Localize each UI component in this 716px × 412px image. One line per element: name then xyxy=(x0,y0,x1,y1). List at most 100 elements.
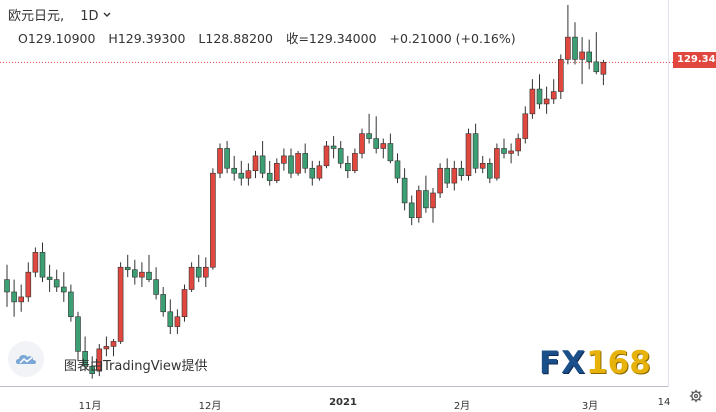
price-axis[interactable] xyxy=(668,0,669,387)
candle[interactable] xyxy=(494,143,500,181)
candle[interactable] xyxy=(68,284,74,322)
candle[interactable] xyxy=(75,311,81,362)
candle[interactable] xyxy=(444,158,451,189)
candle[interactable] xyxy=(323,141,330,169)
candle[interactable] xyxy=(103,336,110,357)
candle[interactable] xyxy=(586,39,593,70)
candle[interactable] xyxy=(536,74,543,109)
candle[interactable] xyxy=(394,153,401,184)
candle-body xyxy=(337,148,344,164)
candle[interactable] xyxy=(330,136,337,159)
candle[interactable] xyxy=(479,155,486,174)
attribution-text[interactable]: 图表由TradingView提供 xyxy=(64,359,208,374)
candle[interactable] xyxy=(266,160,273,186)
candle-body xyxy=(153,279,159,295)
candle[interactable] xyxy=(167,299,174,335)
candle[interactable] xyxy=(550,79,557,104)
candle[interactable] xyxy=(4,264,10,307)
candle[interactable] xyxy=(366,113,372,144)
candle[interactable] xyxy=(39,242,46,283)
candle[interactable] xyxy=(89,356,95,379)
candle[interactable] xyxy=(451,160,458,191)
candle[interactable] xyxy=(238,160,245,186)
candle[interactable] xyxy=(146,254,152,283)
candle-body xyxy=(557,59,564,92)
candle[interactable] xyxy=(387,133,394,164)
candle[interactable] xyxy=(309,160,316,186)
candle[interactable] xyxy=(160,287,166,317)
candle[interactable] xyxy=(352,148,358,174)
candle[interactable] xyxy=(174,309,181,335)
candle[interactable] xyxy=(288,148,294,179)
candle[interactable] xyxy=(572,22,578,65)
candle[interactable] xyxy=(281,148,287,171)
candle[interactable] xyxy=(565,4,571,65)
candle[interactable] xyxy=(153,267,159,300)
candle[interactable] xyxy=(245,163,252,186)
candle[interactable] xyxy=(465,128,472,181)
candle[interactable] xyxy=(408,195,415,226)
candle[interactable] xyxy=(423,175,429,213)
candle[interactable] xyxy=(46,264,53,292)
candle-body xyxy=(387,143,394,162)
candle[interactable] xyxy=(110,338,117,357)
candle[interactable] xyxy=(593,32,600,75)
candle[interactable] xyxy=(472,123,479,174)
candle[interactable] xyxy=(139,262,145,288)
candle[interactable] xyxy=(373,116,380,154)
candle[interactable] xyxy=(53,269,60,292)
candle[interactable] xyxy=(132,259,138,285)
candle-body xyxy=(68,291,74,318)
candle[interactable] xyxy=(224,141,230,174)
candle[interactable] xyxy=(486,158,493,184)
candle[interactable] xyxy=(359,128,365,159)
candle[interactable] xyxy=(117,262,124,344)
candle[interactable] xyxy=(600,59,607,86)
candle[interactable] xyxy=(430,188,436,223)
candle[interactable] xyxy=(295,150,301,176)
candle[interactable] xyxy=(380,138,387,159)
candle[interactable] xyxy=(557,54,564,99)
candle[interactable] xyxy=(210,168,216,270)
candle[interactable] xyxy=(501,138,507,159)
candle[interactable] xyxy=(252,150,259,179)
candle[interactable] xyxy=(401,168,408,211)
candle-body xyxy=(146,271,152,280)
candle-body xyxy=(373,138,380,149)
candle[interactable] xyxy=(217,143,223,179)
candle[interactable] xyxy=(60,272,67,302)
candle[interactable] xyxy=(522,106,529,144)
tradingview-badge[interactable] xyxy=(8,341,44,377)
candle[interactable] xyxy=(337,141,344,169)
candle[interactable] xyxy=(458,160,465,181)
candle-body xyxy=(323,145,330,167)
candle[interactable] xyxy=(195,254,202,283)
candle[interactable] xyxy=(188,262,195,292)
candle[interactable] xyxy=(508,143,514,164)
chart-settings-button[interactable] xyxy=(689,389,703,407)
candle[interactable] xyxy=(543,86,550,114)
candle[interactable] xyxy=(32,247,39,278)
candle[interactable] xyxy=(203,257,209,288)
candle[interactable] xyxy=(316,160,323,181)
time-axis[interactable] xyxy=(0,386,668,387)
candle[interactable] xyxy=(11,279,17,317)
candle[interactable] xyxy=(579,37,585,85)
candle[interactable] xyxy=(529,79,536,119)
candle-body xyxy=(344,163,351,172)
candle[interactable] xyxy=(181,284,188,322)
candle[interactable] xyxy=(302,143,309,174)
candle[interactable] xyxy=(18,284,25,312)
candle[interactable] xyxy=(437,163,443,198)
candle[interactable] xyxy=(231,155,237,181)
candle[interactable] xyxy=(82,336,88,372)
candle[interactable] xyxy=(415,185,422,223)
candle[interactable] xyxy=(259,141,266,179)
timeframe-selector[interactable]: 1D xyxy=(80,9,111,24)
candle[interactable] xyxy=(25,262,32,302)
candle[interactable] xyxy=(515,133,522,156)
candle[interactable] xyxy=(124,254,131,278)
candle[interactable] xyxy=(96,343,103,377)
candle[interactable] xyxy=(344,155,351,179)
candle[interactable] xyxy=(273,158,280,184)
